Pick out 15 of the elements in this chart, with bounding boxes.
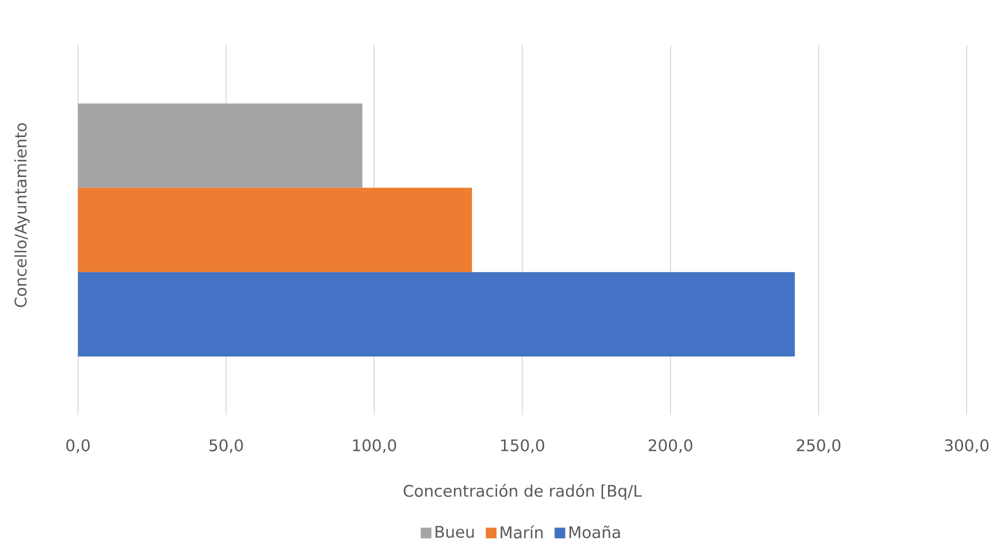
x-tick-label: 100,0	[353, 439, 396, 453]
x-tick-label: 200,0	[648, 439, 692, 453]
bar	[78, 188, 472, 272]
x-tick-label: 50,0	[210, 439, 243, 453]
legend-label: Marín	[500, 525, 543, 538]
x-axis-title: Concentración de radón [Bq/L	[404, 484, 642, 500]
bar	[78, 272, 795, 357]
legend-label: Moaña	[570, 526, 620, 538]
x-tick-label: 300,0	[944, 439, 988, 453]
x-tick-label: 250,0	[796, 439, 840, 453]
x-tick-label: 0,0	[66, 439, 90, 453]
x-tick-label: 150,0	[501, 439, 544, 453]
bar	[78, 103, 362, 188]
y-axis-title: Concello/Ayuntamiento	[14, 123, 30, 308]
legend-label: Bueu	[436, 526, 474, 538]
